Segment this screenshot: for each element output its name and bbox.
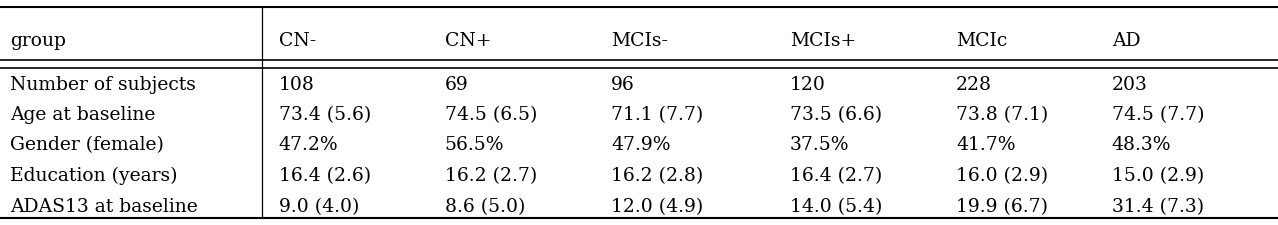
Text: 120: 120 xyxy=(790,76,826,94)
Text: 108: 108 xyxy=(279,76,314,94)
Text: 73.8 (7.1): 73.8 (7.1) xyxy=(956,106,1048,124)
Text: 74.5 (6.5): 74.5 (6.5) xyxy=(445,106,537,124)
Text: 16.2 (2.7): 16.2 (2.7) xyxy=(445,167,537,185)
Text: 74.5 (7.7): 74.5 (7.7) xyxy=(1112,106,1204,124)
Text: 56.5%: 56.5% xyxy=(445,136,505,154)
Text: 48.3%: 48.3% xyxy=(1112,136,1172,154)
Text: Age at baseline: Age at baseline xyxy=(10,106,156,124)
Text: 47.2%: 47.2% xyxy=(279,136,339,154)
Text: 16.4 (2.7): 16.4 (2.7) xyxy=(790,167,882,185)
Text: 16.4 (2.6): 16.4 (2.6) xyxy=(279,167,371,185)
Text: Number of subjects: Number of subjects xyxy=(10,76,196,94)
Text: MCIs+: MCIs+ xyxy=(790,32,856,50)
Text: 14.0 (5.4): 14.0 (5.4) xyxy=(790,198,882,216)
Text: 203: 203 xyxy=(1112,76,1148,94)
Text: 16.0 (2.9): 16.0 (2.9) xyxy=(956,167,1048,185)
Text: MCIs-: MCIs- xyxy=(611,32,668,50)
Text: 16.2 (2.8): 16.2 (2.8) xyxy=(611,167,703,185)
Text: 73.5 (6.6): 73.5 (6.6) xyxy=(790,106,882,124)
Text: 69: 69 xyxy=(445,76,469,94)
Text: 228: 228 xyxy=(956,76,992,94)
Text: 73.4 (5.6): 73.4 (5.6) xyxy=(279,106,371,124)
Text: 9.0 (4.0): 9.0 (4.0) xyxy=(279,198,359,216)
Text: 31.4 (7.3): 31.4 (7.3) xyxy=(1112,198,1204,216)
Text: MCIc: MCIc xyxy=(956,32,1007,50)
Text: CN-: CN- xyxy=(279,32,316,50)
Text: 12.0 (4.9): 12.0 (4.9) xyxy=(611,198,703,216)
Text: 47.9%: 47.9% xyxy=(611,136,671,154)
Text: Gender (female): Gender (female) xyxy=(10,136,164,154)
Text: 96: 96 xyxy=(611,76,635,94)
Text: 71.1 (7.7): 71.1 (7.7) xyxy=(611,106,703,124)
Text: 19.9 (6.7): 19.9 (6.7) xyxy=(956,198,1048,216)
Text: 37.5%: 37.5% xyxy=(790,136,850,154)
Text: 41.7%: 41.7% xyxy=(956,136,1016,154)
Text: group: group xyxy=(10,32,66,50)
Text: 15.0 (2.9): 15.0 (2.9) xyxy=(1112,167,1204,185)
Text: Education (years): Education (years) xyxy=(10,167,178,185)
Text: ADAS13 at baseline: ADAS13 at baseline xyxy=(10,198,198,216)
Text: 8.6 (5.0): 8.6 (5.0) xyxy=(445,198,525,216)
Text: AD: AD xyxy=(1112,32,1140,50)
Text: CN+: CN+ xyxy=(445,32,491,50)
